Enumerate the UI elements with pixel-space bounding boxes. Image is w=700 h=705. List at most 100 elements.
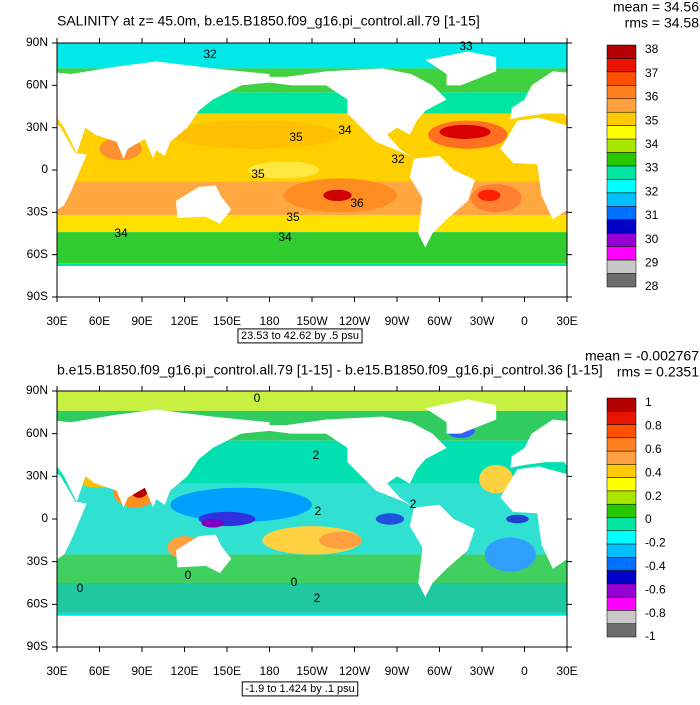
colorbar-box <box>607 557 636 570</box>
colorbar-box <box>607 126 636 139</box>
ocean-feature <box>440 125 491 139</box>
stat-label: rms = 0.2351 <box>617 364 699 380</box>
colorbar-box <box>607 220 636 233</box>
colorbar-box <box>607 247 636 260</box>
colorbar-box <box>607 491 636 504</box>
colorbar-label: 0.2 <box>645 489 662 503</box>
contour-label: 0 <box>291 575 298 589</box>
ocean-feature <box>319 532 362 549</box>
colorbar-label: -0.2 <box>645 536 666 550</box>
colorbar-box <box>607 398 636 411</box>
lon-label: 60E <box>89 314 110 328</box>
colorbar-label: 36 <box>645 90 659 104</box>
colorbar-label: 35 <box>645 113 659 127</box>
colorbar-label: 29 <box>645 255 659 269</box>
lon-label: 180 <box>259 314 279 328</box>
ocean-feature <box>202 519 225 528</box>
colorbar-label: 28 <box>645 279 659 293</box>
lon-label: 120E <box>170 664 198 678</box>
map <box>0 391 700 647</box>
lon-label: 90E <box>131 664 152 678</box>
colorbar-box <box>607 584 636 597</box>
colorbar-label: -0.6 <box>645 582 666 596</box>
ocean-band <box>57 583 567 613</box>
colorbar-box <box>607 531 636 544</box>
range-label: 23.53 to 42.62 by .5 psu <box>241 330 359 342</box>
colorbar-box <box>607 206 636 219</box>
colorbar-label: 32 <box>645 184 659 198</box>
colorbar-box <box>607 571 636 584</box>
contour-label: 0 <box>254 391 261 405</box>
colorbar-box <box>607 58 636 71</box>
lon-label: 30E <box>46 314 67 328</box>
lon-label: 120W <box>339 314 371 328</box>
lon-label: 120W <box>339 664 371 678</box>
lat-label: 0 <box>41 511 48 525</box>
colorbar-box <box>607 451 636 464</box>
ocean-feature <box>376 513 404 524</box>
colorbar-label: 0.8 <box>645 419 662 433</box>
lat-label: 90N <box>26 35 48 49</box>
ocean-band <box>57 215 567 232</box>
contour-label: 2 <box>410 497 417 511</box>
lat-label: 30S <box>27 554 48 568</box>
lat-label: 60N <box>26 426 48 440</box>
lon-label: 30E <box>556 314 577 328</box>
lon-label: 60E <box>89 664 110 678</box>
ocean-feature <box>485 537 536 571</box>
lon-label: 30W <box>470 664 495 678</box>
colorbar-box <box>607 45 636 58</box>
ocean-feature <box>678 536 700 559</box>
contour-label: 33 <box>459 39 473 53</box>
ocean-band <box>57 232 567 263</box>
lat-label: 0 <box>41 162 48 176</box>
lon-label: 90E <box>131 314 152 328</box>
lon-label: 180 <box>259 664 279 678</box>
contour-label: 2 <box>313 448 320 462</box>
colorbar-box <box>607 85 636 98</box>
contour-label: 34 <box>338 123 352 137</box>
contour-label: 35 <box>289 130 303 144</box>
colorbar-box <box>607 518 636 531</box>
lon-label: 90W <box>385 664 410 678</box>
lon-label: 30E <box>46 664 67 678</box>
ocean-feature <box>323 190 351 201</box>
lat-label: 60S <box>27 597 48 611</box>
colorbar-box <box>607 464 636 477</box>
lon-label: 30W <box>470 314 495 328</box>
lat-label: 60S <box>27 247 48 261</box>
colorbar-box <box>607 624 636 637</box>
colorbar-box <box>607 544 636 557</box>
colorbar-label: 0.6 <box>645 442 662 456</box>
contour-label: 32 <box>391 152 405 166</box>
lat-label: 90S <box>27 289 48 303</box>
colorbar-box <box>607 438 636 451</box>
colorbar-box <box>607 504 636 517</box>
lon-label: 150E <box>213 314 241 328</box>
colorbar-box <box>607 610 636 623</box>
contour-label: 0 <box>77 581 84 595</box>
ocean-feature <box>170 121 340 149</box>
lat-label: 30N <box>26 120 48 134</box>
ocean-feature <box>680 488 700 522</box>
colorbar-box <box>607 112 636 125</box>
colorbar-label: -0.4 <box>645 559 666 573</box>
range-label: -1.9 to 1.424 by .1 psu <box>245 683 354 695</box>
colorbar-label: -0.8 <box>645 606 666 620</box>
panel-title: SALINITY at z= 45.0m, b.e15.B1850.f09_g1… <box>57 13 480 29</box>
ocean-feature <box>0 465 3 493</box>
ocean-feature <box>478 190 501 201</box>
lon-label: 0 <box>521 314 528 328</box>
lat-label: 30S <box>27 205 48 219</box>
stat-label: mean = -0.002767 <box>585 348 699 364</box>
contour-label: 36 <box>350 196 364 210</box>
lat-label: 60N <box>26 78 48 92</box>
lat-label: 90N <box>26 383 48 397</box>
colorbar-label: 37 <box>645 66 659 80</box>
colorbar-box <box>607 478 636 491</box>
contour-label: 34 <box>114 226 128 240</box>
colorbar-label: 30 <box>645 232 659 246</box>
lon-label: 60W <box>427 664 452 678</box>
